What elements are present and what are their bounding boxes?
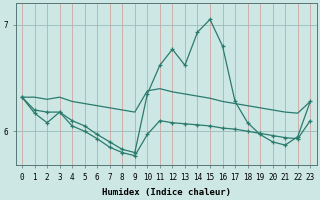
X-axis label: Humidex (Indice chaleur): Humidex (Indice chaleur) xyxy=(102,188,231,197)
